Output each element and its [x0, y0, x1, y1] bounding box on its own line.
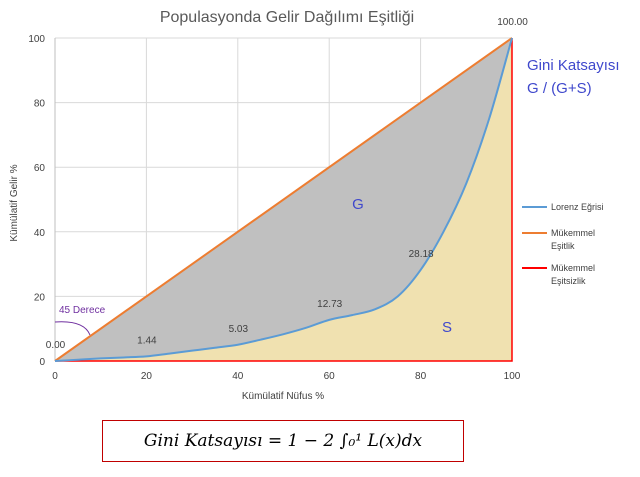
area-label-s: S	[442, 319, 452, 336]
lorenz-curve-line	[54, 37, 513, 362]
data-labels: 0.00 1.44 5.03 12.73 28.18 100.00	[46, 17, 528, 351]
legend-label: Eşitsizlik	[551, 276, 586, 286]
legend-label: Eşitlik	[551, 241, 575, 251]
y-axis-label: Kümülatif Gelir %	[9, 164, 20, 241]
area-s-fill	[55, 38, 512, 361]
area-label-g: G	[352, 196, 364, 213]
x-tick-label: 60	[324, 371, 336, 382]
gini-title: Gini Katsayısı	[527, 57, 620, 74]
y-tick-label: 20	[34, 292, 46, 303]
legend-label: Mükemmel	[551, 228, 595, 238]
legend-label: Mükemmel	[551, 263, 595, 273]
gini-formula: Gini Katsayısı = 1 − 2 ∫₀¹ L(x)dx	[143, 431, 423, 451]
tick-labels: 0 20 40 60 80 100 0 20 40 60 80 100	[28, 34, 520, 382]
x-axis-label: Kümülatif Nüfus %	[242, 391, 324, 402]
y-tick-label: 40	[34, 228, 46, 239]
series-lines	[54, 37, 513, 362]
data-label: 1.44	[137, 335, 157, 346]
data-label: 100.00	[497, 17, 528, 28]
y-tick-label: 60	[34, 163, 46, 174]
data-label: 12.73	[317, 299, 342, 310]
perfect-equality-line	[54, 37, 513, 362]
data-label: 28.18	[409, 249, 434, 260]
y-tick-label: 100	[28, 34, 45, 45]
angle-arc	[54, 321, 91, 336]
y-tick-label: 80	[34, 99, 46, 110]
x-tick-label: 0	[52, 371, 58, 382]
gini-ratio: G / (G+S)	[527, 80, 592, 97]
legend-label: Lorenz Eğrisi	[551, 202, 604, 212]
data-label: 0.00	[46, 340, 66, 351]
x-tick-label: 20	[141, 371, 153, 382]
angle-label: 45 Derece	[59, 305, 106, 316]
x-tick-label: 40	[232, 371, 244, 382]
x-tick-label: 100	[504, 371, 521, 382]
legend: Lorenz Eğrisi Mükemmel Eşitlik Mükemmel Eşit…	[522, 202, 604, 286]
formula-box: Gini Katsayısı = 1 − 2 ∫₀¹ L(x)dx	[102, 420, 464, 462]
chart-title: Populasyonda Gelir Dağılımı Eşitliği	[160, 9, 414, 26]
perfect-inequality-line	[55, 38, 513, 362]
y-tick-label: 0	[39, 357, 45, 368]
data-label: 5.03	[229, 324, 249, 335]
x-tick-label: 80	[415, 371, 427, 382]
